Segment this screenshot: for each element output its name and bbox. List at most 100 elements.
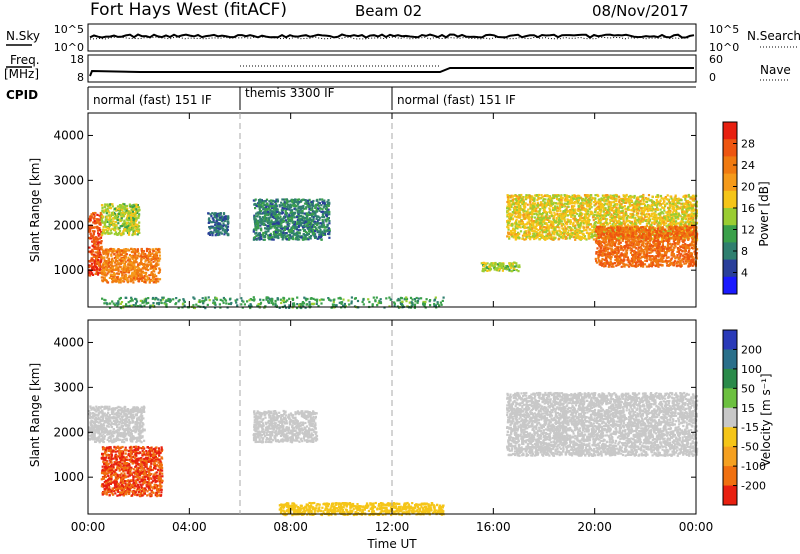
nave-tick-bottom: 0 (709, 71, 716, 84)
data-pixel (310, 223, 313, 226)
data-pixel (584, 221, 588, 224)
data-pixel (667, 214, 671, 217)
data-pixel (101, 280, 104, 283)
data-pixel (119, 270, 123, 273)
data-pixel (96, 237, 99, 240)
data-pixel (295, 208, 298, 211)
data-pixel (148, 248, 152, 251)
data-pixel (318, 202, 321, 205)
data-pixel (531, 210, 534, 213)
data-pixel (109, 248, 112, 251)
data-pixel (155, 262, 158, 265)
data-pixel (508, 202, 511, 205)
data-pixel (117, 226, 120, 229)
data-pixel (108, 222, 111, 226)
data-pixel (257, 199, 261, 202)
data-pixel (96, 254, 99, 257)
data-pixel (97, 247, 100, 250)
data-pixel (118, 232, 121, 235)
data-pixel (109, 232, 112, 235)
data-pixel (121, 215, 124, 218)
data-pixel (133, 271, 136, 274)
data-pixel (115, 233, 118, 236)
data-pixel (100, 242, 103, 245)
data-pixel (91, 253, 94, 256)
data-pixel (108, 211, 111, 214)
data-pixel (120, 219, 123, 222)
data-pixel (126, 271, 129, 274)
data-pixel (263, 223, 266, 226)
data-pixel (208, 227, 212, 230)
data-pixel (511, 218, 515, 221)
data-pixel (227, 215, 230, 218)
data-pixel (515, 208, 519, 212)
data-pixel (137, 267, 140, 270)
data-pixel (136, 257, 139, 260)
data-pixel (513, 267, 516, 270)
data-pixel (127, 221, 130, 224)
data-pixel (305, 215, 308, 218)
data-pixel (506, 267, 509, 270)
data-pixel (106, 256, 109, 259)
data-pixel (140, 260, 143, 263)
data-pixel (303, 236, 306, 239)
data-pixel (128, 249, 131, 252)
data-pixel (273, 232, 276, 235)
data-pixel (296, 216, 299, 219)
data-pixel (109, 207, 113, 210)
data-pixel (301, 198, 304, 201)
data-pixel (145, 264, 149, 268)
data-pixel (113, 229, 116, 232)
data-pixel (299, 229, 302, 232)
data-pixel (147, 255, 150, 259)
data-pixel (133, 218, 136, 221)
data-pixel (511, 211, 514, 214)
data-pixel (288, 214, 291, 217)
data-pixel (592, 219, 595, 222)
nave-label: Nave (760, 63, 791, 77)
data-pixel (587, 223, 590, 226)
data-pixel (304, 220, 307, 223)
data-pixel (118, 254, 121, 257)
data-pixel (128, 254, 132, 257)
data-pixel (121, 276, 124, 279)
data-pixel (283, 205, 286, 208)
data-pixel (493, 268, 496, 271)
data-pixel (122, 202, 125, 206)
data-pixel (524, 206, 527, 209)
data-pixel (95, 240, 98, 243)
data-pixel (150, 271, 153, 274)
data-pixel (135, 227, 138, 230)
data-pixel (134, 233, 137, 236)
data-pixel (156, 277, 159, 280)
data-pixel (154, 278, 157, 281)
data-pixel (94, 237, 98, 240)
data-pixel (107, 251, 110, 254)
data-pixel (124, 206, 127, 209)
data-pixel (616, 202, 619, 206)
data-pixel (222, 219, 225, 222)
data-pixel (133, 204, 136, 207)
data-pixel (128, 228, 131, 231)
data-pixel (129, 266, 132, 269)
data-pixel (279, 215, 282, 218)
data-pixel (122, 248, 126, 251)
data-pixel (147, 268, 150, 272)
data-pixel (155, 251, 158, 254)
data-pixel (261, 201, 264, 204)
data-pixel (271, 238, 274, 241)
data-pixel (293, 233, 296, 236)
data-pixel (125, 274, 128, 277)
data-pixel (92, 231, 95, 234)
data-pixel (654, 208, 657, 211)
data-pixel (217, 225, 220, 228)
data-pixel (581, 236, 584, 239)
data-pixel (91, 267, 94, 270)
data-pixel (107, 214, 110, 217)
data-pixel (266, 234, 270, 237)
data-pixel (221, 215, 224, 218)
data-pixel (650, 214, 653, 218)
data-pixel (104, 203, 107, 206)
data-pixel (93, 213, 96, 216)
data-pixel (98, 251, 101, 254)
